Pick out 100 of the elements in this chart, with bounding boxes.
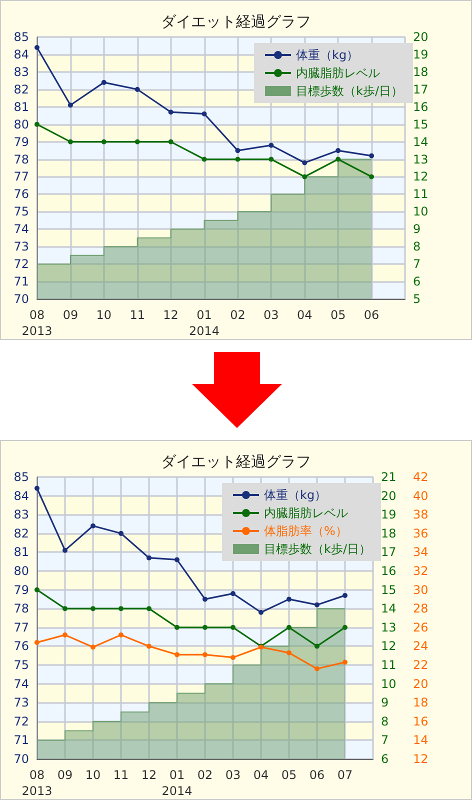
- y2-tick-label: 13: [381, 620, 396, 634]
- y3-tick-label: 28: [413, 602, 428, 616]
- y-tick-label: 72: [14, 257, 29, 272]
- x-tick-label: 12: [163, 308, 178, 322]
- y-tick-label: 77: [14, 620, 29, 634]
- y2-tick-label: 14: [413, 134, 428, 149]
- x-tick-label: 03: [225, 768, 241, 782]
- y-tick-label: 72: [14, 714, 29, 728]
- y2-tick-label: 12: [413, 170, 428, 184]
- y2-tick-label: 15: [413, 117, 428, 132]
- y-tick-label: 75: [14, 204, 29, 219]
- y2-tick-label: 19: [413, 47, 428, 62]
- x-tick-label: 03: [264, 308, 279, 322]
- y2-tick-label: 18: [413, 64, 428, 79]
- y2-tick-label: 8: [381, 714, 389, 728]
- chart-title: ダイエット経過グラフ: [161, 452, 311, 470]
- y-tick-label: 71: [14, 274, 29, 289]
- chart-title: ダイエット経過グラフ: [161, 12, 311, 30]
- y3-tick-label: 32: [413, 564, 428, 578]
- legend-label: 内臓脂肪レベル: [264, 506, 348, 520]
- x-tick-label: 05: [330, 308, 346, 322]
- y-tick-label: 70: [14, 752, 29, 766]
- y-tick-label: 73: [14, 240, 29, 254]
- y2-tick-label: 14: [381, 602, 396, 616]
- x-tick-label: 06: [364, 308, 380, 322]
- y3-tick-label: 14: [413, 733, 428, 748]
- legend-label: 体重（kg）: [296, 48, 359, 62]
- x-tick-label: 09: [62, 308, 78, 322]
- y-tick-label: 75: [14, 658, 29, 672]
- y3-tick-label: 18: [413, 696, 428, 710]
- y2-tick-label: 17: [413, 82, 428, 96]
- x-tick-label: 12: [141, 768, 157, 782]
- y3-tick-label: 34: [413, 545, 428, 560]
- y2-tick-label: 6: [413, 274, 421, 289]
- y3-tick-label: 30: [413, 582, 428, 597]
- y-tick-label: 84: [14, 488, 29, 503]
- y2-tick-label: 6: [381, 752, 389, 766]
- x-tick-label: 11: [113, 768, 129, 782]
- y-tick-label: 73: [14, 696, 29, 710]
- y3-tick-label: 26: [413, 620, 428, 634]
- y2-tick-label: 16: [413, 100, 428, 114]
- x-tick-label: 04: [253, 768, 269, 782]
- y2-tick-label: 12: [381, 639, 396, 654]
- y-tick-label: 83: [14, 508, 29, 522]
- y3-tick-label: 42: [413, 470, 428, 484]
- x-tick-label: 07: [337, 768, 353, 782]
- y-tick-label: 80: [14, 117, 29, 132]
- y2-tick-label: 7: [381, 733, 389, 748]
- x-tick-label: 08 2013: [22, 308, 52, 338]
- y2-tick-label: 15: [381, 582, 396, 597]
- y-tick-label: 82: [14, 82, 29, 96]
- x-tick-label: 09: [57, 768, 73, 782]
- legend-label: 目標歩数（k歩/日）: [296, 84, 404, 98]
- y2-tick-label: 17: [381, 545, 396, 560]
- y2-tick-label: 20: [413, 30, 428, 44]
- x-tick-label: 05: [281, 768, 297, 782]
- y-tick-label: 76: [14, 639, 29, 654]
- y2-tick-label: 7: [413, 257, 421, 272]
- y-tick-label: 85: [14, 30, 29, 44]
- y3-tick-label: 22: [413, 658, 428, 672]
- legend-label: 体重（kg）: [264, 488, 327, 502]
- y3-tick-label: 36: [413, 526, 428, 540]
- y3-tick-label: 20: [413, 676, 428, 691]
- y2-tick-label: 10: [413, 204, 428, 219]
- y2-tick-label: 11: [381, 658, 396, 672]
- y-tick-label: 78: [14, 152, 29, 166]
- y2-tick-label: 5: [413, 292, 421, 306]
- x-tick-label: 01 2014: [162, 768, 192, 798]
- y-tick-label: 78: [14, 602, 29, 616]
- y2-tick-label: 16: [381, 564, 396, 578]
- y2-tick-label: 20: [381, 488, 396, 503]
- x-tick-label: 02: [197, 768, 213, 782]
- x-tick-label: 04: [296, 308, 312, 322]
- y2-tick-label: 10: [381, 676, 396, 691]
- legend-label: 体脂肪率（%）: [264, 524, 348, 538]
- x-tick-label: 06: [309, 768, 325, 782]
- x-tick-label: 01 2014: [189, 308, 220, 338]
- y2-tick-label: 13: [413, 152, 428, 166]
- x-tick-label: 11: [130, 308, 146, 322]
- y3-tick-label: 38: [413, 508, 428, 522]
- y-tick-label: 81: [14, 545, 29, 560]
- y3-tick-label: 16: [413, 714, 428, 728]
- y2-tick-label: 8: [413, 240, 421, 254]
- legend-label: 目標歩数（k歩/日）: [264, 542, 372, 556]
- y3-tick-label: 12: [413, 752, 428, 766]
- x-tick-label: 10: [96, 308, 112, 322]
- y-tick-label: 83: [14, 64, 29, 79]
- x-tick-label: 02: [230, 308, 246, 322]
- y-tick-label: 76: [14, 187, 29, 202]
- y-tick-label: 74: [14, 222, 29, 236]
- y2-tick-label: 11: [413, 187, 428, 202]
- y-tick-label: 80: [14, 564, 29, 578]
- y-tick-label: 79: [14, 582, 29, 597]
- y2-tick-label: 9: [381, 696, 389, 710]
- y3-tick-label: 24: [413, 639, 428, 654]
- y-tick-label: 82: [14, 526, 29, 540]
- y-tick-label: 79: [14, 134, 29, 149]
- y-tick-label: 74: [14, 676, 29, 691]
- y-tick-label: 85: [14, 470, 29, 484]
- y-tick-label: 77: [14, 170, 29, 184]
